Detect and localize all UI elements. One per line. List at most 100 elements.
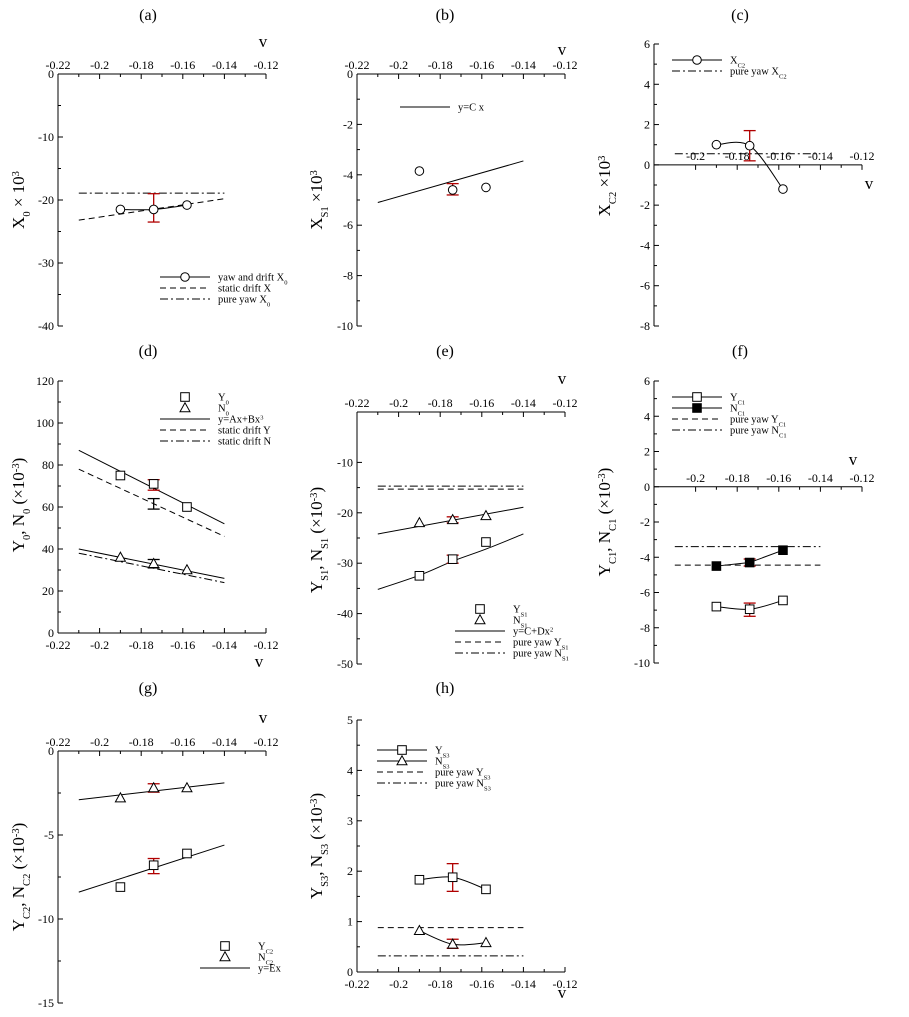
legend-item: Y0 bbox=[180, 392, 229, 406]
x-tick-label: -0.12 bbox=[850, 471, 875, 485]
series-line-y-c-x bbox=[377, 160, 524, 204]
x-tick-label: -0.14 bbox=[212, 638, 237, 652]
y-tick-label: 0 bbox=[644, 158, 650, 172]
x-tick-label: -0.12 bbox=[850, 149, 875, 163]
legend-item: pure yaw NC1 bbox=[672, 426, 787, 439]
legend-marker bbox=[396, 754, 408, 766]
y-tick-label: 4 bbox=[644, 409, 650, 423]
panel-label: (h) bbox=[436, 680, 455, 697]
y-axis-label: XS1 ×103 bbox=[307, 170, 331, 230]
y-tick-label: 0 bbox=[644, 480, 650, 494]
legend-label: pure yaw YS1 bbox=[513, 638, 568, 652]
legend-marker bbox=[692, 55, 702, 65]
data-point bbox=[181, 563, 193, 575]
legend-item: NC1 bbox=[672, 403, 745, 417]
legend-label: NS3 bbox=[435, 757, 449, 771]
y-tick-label: -5 bbox=[44, 828, 54, 842]
x-tick-label: -0.12 bbox=[553, 396, 578, 410]
legend-label: pure yaw XC2 bbox=[730, 67, 787, 81]
x-tick-label: -0.2 bbox=[686, 149, 705, 163]
panel-label: (d) bbox=[139, 343, 158, 360]
legend-label: y=C+Dx2 bbox=[513, 626, 553, 638]
x-tick-label: -0.2 bbox=[389, 58, 408, 72]
y-tick-label: -10 bbox=[337, 319, 353, 333]
legend-label: pure yaw NS3 bbox=[435, 779, 491, 793]
x-tick-label: -0.16 bbox=[170, 638, 195, 652]
x-tick-label: -0.14 bbox=[511, 58, 536, 72]
y-tick-label: -4 bbox=[640, 238, 650, 252]
x-tick-label: -0.16 bbox=[469, 58, 494, 72]
legend-label: NC2 bbox=[258, 953, 273, 967]
x-tick-label: -0.18 bbox=[428, 977, 453, 991]
legend-marker bbox=[179, 401, 191, 413]
data-point bbox=[711, 561, 722, 571]
y-tick-label: 0 bbox=[347, 965, 353, 979]
legend-marker bbox=[180, 392, 190, 402]
data-point bbox=[711, 601, 722, 612]
y-tick-label: 3 bbox=[347, 814, 353, 828]
y-tick-label: 4 bbox=[644, 77, 650, 91]
y-axis-label: YS1, NS1 (×10-3) bbox=[307, 487, 331, 593]
x-tick-label: -0.22 bbox=[345, 58, 370, 72]
y-tick-label: 20 bbox=[42, 584, 54, 598]
legend-label: NS1 bbox=[513, 616, 527, 630]
legend-item: static drift X bbox=[160, 284, 271, 295]
y-tick-label: -15 bbox=[38, 996, 54, 1010]
series-line-static-drift-n bbox=[78, 552, 225, 584]
x-tick-label: -0.14 bbox=[212, 58, 237, 72]
y-tick-label: 0 bbox=[48, 744, 54, 758]
y-tick-label: -2 bbox=[343, 117, 353, 131]
legend-label: yaw and drift X0 bbox=[218, 273, 287, 287]
legend-marker bbox=[220, 941, 230, 951]
y-tick-label: -6 bbox=[343, 218, 353, 232]
x-tick-label: -0.2 bbox=[686, 471, 705, 485]
legend-item: yaw and drift X0 bbox=[160, 272, 287, 287]
data-point bbox=[148, 204, 159, 215]
y-tick-label: -20 bbox=[337, 506, 353, 520]
legend-label: N0 bbox=[218, 404, 229, 418]
y-tick-label: -4 bbox=[343, 168, 353, 182]
x-tick-label: -0.2 bbox=[90, 638, 109, 652]
data-point bbox=[481, 537, 491, 547]
data-point bbox=[115, 882, 126, 892]
x-tick-label: -0.18 bbox=[129, 58, 154, 72]
x-axis-label: v bbox=[255, 652, 264, 671]
y-tick-label: -40 bbox=[38, 319, 54, 333]
y-axis-label: YC2, NC2 (×10-3) bbox=[9, 823, 33, 932]
legend-item: NS1 bbox=[474, 613, 527, 630]
y-tick-label: 5 bbox=[347, 713, 353, 727]
legend-item: pure yaw YS3 bbox=[377, 768, 490, 781]
legend-item: y=Ax+Bx3 bbox=[160, 414, 263, 426]
legend-label: pure yaw YC1 bbox=[730, 415, 786, 429]
legend-item: y=C x bbox=[400, 103, 485, 114]
x-tick-label: -0.18 bbox=[428, 396, 453, 410]
panel-e: -50 -40 -30 -20 -10 -0.22 -0.2 -0.18 -0.16 -0.14 -… bbox=[307, 343, 578, 671]
y-tick-label: 80 bbox=[42, 458, 54, 472]
y-tick-label: 120 bbox=[36, 374, 54, 388]
y-tick-label: 2 bbox=[347, 864, 353, 878]
x-tick-label: -0.18 bbox=[129, 735, 154, 749]
x-axis-label: v bbox=[259, 32, 268, 51]
legend-label: y=Ex bbox=[258, 964, 282, 975]
data-point bbox=[182, 848, 192, 859]
y-tick-label: 0 bbox=[48, 67, 54, 81]
data-point bbox=[446, 513, 459, 525]
x-tick-label: -0.18 bbox=[428, 58, 453, 72]
data-point bbox=[414, 571, 425, 581]
y-tick-label: -10 bbox=[38, 130, 54, 144]
y-axis-label: YS3, NS3 (×10-3) bbox=[307, 793, 331, 899]
data-point bbox=[115, 470, 126, 481]
legend-item: y=Ex bbox=[200, 964, 282, 975]
data-point bbox=[744, 604, 755, 615]
legend-label: YS1 bbox=[513, 605, 527, 619]
y-tick-label: 4 bbox=[347, 763, 353, 777]
legend-item: N0 bbox=[179, 401, 229, 418]
x-axis-label: v bbox=[558, 369, 567, 388]
y-tick-label: 40 bbox=[42, 542, 54, 556]
x-tick-label: -0.22 bbox=[345, 396, 370, 410]
y-tick-label: -10 bbox=[38, 912, 54, 926]
panel-g: -15 -10 -5 0-0.22 -0.2 -0.18 -0.16 -0.14 -0.12 v (… bbox=[9, 680, 282, 1010]
x-axis-label: v bbox=[259, 708, 268, 727]
y-tick-label: -30 bbox=[38, 256, 54, 270]
